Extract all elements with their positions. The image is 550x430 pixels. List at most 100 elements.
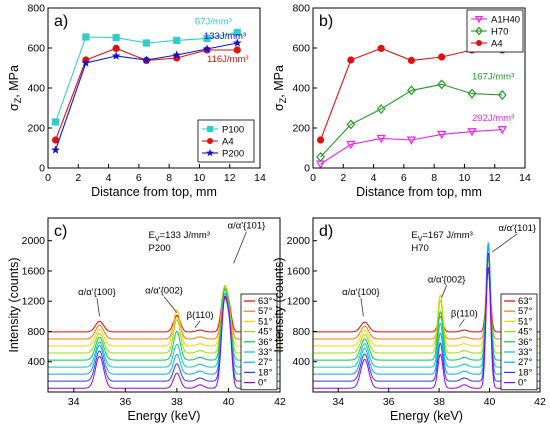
x-tick-label: 36 <box>383 396 395 408</box>
peak-label: α/α'{100} <box>342 287 380 298</box>
peak-arrow <box>441 285 448 298</box>
x-tick-label: 10 <box>459 172 471 184</box>
legend: 63°57°51°45°36°33°27°18°0° <box>240 293 278 391</box>
y-tick-label: 1200 <box>22 296 46 308</box>
peak-label: α/α'{101} <box>498 223 536 234</box>
data-point <box>497 126 507 135</box>
x-tick-label: 2 <box>340 172 346 184</box>
x-tick-label: 12 <box>224 172 236 184</box>
y-axis-label: Intensity (counts) <box>272 257 286 352</box>
data-point <box>51 118 60 126</box>
peak-label: β(110) <box>451 308 478 319</box>
y-tick-label: 2000 <box>22 235 46 247</box>
legend-label: A4 <box>222 137 234 148</box>
y-tick-label: 800 <box>27 326 45 338</box>
peak-arrow <box>163 296 178 313</box>
x-tick-label: 4 <box>106 172 112 184</box>
data-point <box>407 85 416 96</box>
data-point <box>437 130 447 140</box>
legend-label: 27° <box>518 357 533 368</box>
data-point <box>142 55 151 64</box>
data-point <box>112 34 120 42</box>
y-tick-label: 1600 <box>287 265 311 277</box>
data-point <box>475 26 483 36</box>
data-point <box>346 140 356 150</box>
legend-label: 27° <box>258 357 273 368</box>
data-point <box>346 119 356 130</box>
annotation: 67J/mm³ <box>195 16 232 27</box>
x-tick-label: 0 <box>45 172 51 184</box>
legend-label: 57° <box>518 306 533 317</box>
data-point <box>51 145 60 154</box>
peak-arrow <box>360 298 364 317</box>
legend-label: H70 <box>491 27 508 38</box>
data-point <box>207 138 213 144</box>
peak-arrow <box>491 233 518 253</box>
legend-label: 57° <box>258 306 273 317</box>
data-point <box>347 56 355 64</box>
data-point <box>438 53 446 61</box>
data-point <box>111 51 121 60</box>
peak-label: α/α'{101} <box>228 221 266 232</box>
legend-label: 0° <box>258 378 267 389</box>
legend-label: 45° <box>258 327 273 338</box>
y-tick-label: 400 <box>292 356 310 368</box>
x-tick-label: 40 <box>484 396 496 408</box>
legend-label: A1H40 <box>491 15 520 26</box>
data-point <box>316 151 325 163</box>
legend-label: 63° <box>258 296 273 307</box>
legend-label: 51° <box>518 316 533 327</box>
x-axis-label: Distance from top, mm <box>91 185 217 199</box>
x-tick-label: 34 <box>332 396 344 408</box>
legend-label: P200 <box>222 149 244 160</box>
x-tick-label: 14 <box>254 172 266 184</box>
panel-c: 34 36 38 40 42 400 800 1200 1600 2000 α/α'{100} α/… <box>7 217 286 423</box>
sample-name-note: P200 <box>149 243 171 254</box>
y-tick-label: 200 <box>27 123 45 135</box>
data-point <box>233 28 241 36</box>
legend-label: 51° <box>258 316 273 327</box>
y-tick-label: 2000 <box>287 235 311 247</box>
peak-arrow <box>458 319 465 327</box>
y-tick-label: 600 <box>27 43 45 55</box>
legend-label: 33° <box>518 347 533 358</box>
legend-label: 18° <box>518 367 533 378</box>
x-tick-label: 12 <box>489 172 501 184</box>
x-tick-label: 6 <box>401 172 407 184</box>
y-tick-label: 800 <box>292 3 310 15</box>
annotation: 116J/mm³ <box>207 54 249 65</box>
data-point <box>497 89 507 101</box>
data-point <box>82 33 90 41</box>
legend-label: P100 <box>222 125 244 136</box>
x-tick-label: 34 <box>68 396 80 408</box>
x-tick-label: 14 <box>519 172 531 184</box>
y-tick-label: 0 <box>39 163 45 175</box>
data-point <box>202 44 212 53</box>
x-tick-label: 2 <box>75 172 81 184</box>
y-tick-label: 1600 <box>22 265 46 277</box>
y-tick-label: 400 <box>27 356 45 368</box>
data-point <box>51 136 60 144</box>
data-point <box>474 16 484 24</box>
legend-label: 36° <box>258 337 273 348</box>
data-point <box>172 50 182 59</box>
y-tick-label: 0 <box>304 163 310 175</box>
legend-label: 36° <box>518 337 533 348</box>
y-tick-label: 800 <box>27 3 45 15</box>
data-point <box>206 149 214 157</box>
data-point <box>233 46 241 54</box>
legend-label: 33° <box>258 347 273 358</box>
x-tick-label: 8 <box>431 172 437 184</box>
data-point <box>437 79 447 90</box>
x-tick-label: 0 <box>310 172 316 184</box>
data-point <box>476 40 482 46</box>
legend-label: 18° <box>258 367 273 378</box>
x-axis-label: Distance from top, mm <box>356 185 482 199</box>
annotation: 133J/mm³ <box>204 31 246 42</box>
annotation: 292J/mm³ <box>472 113 514 124</box>
x-tick-label: 36 <box>119 396 131 408</box>
